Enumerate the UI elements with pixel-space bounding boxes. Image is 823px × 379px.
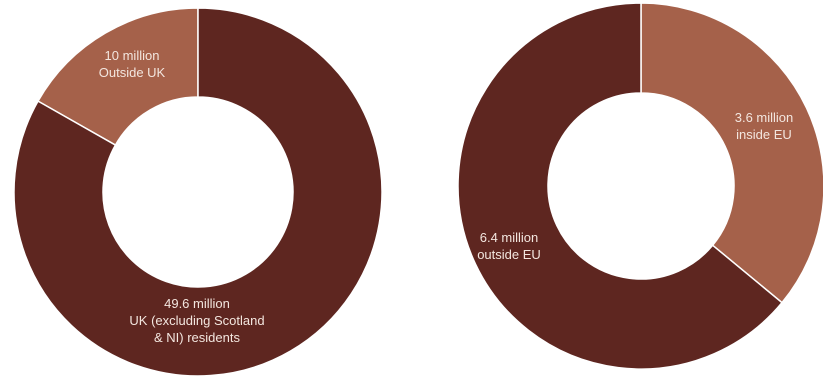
slice-label-1-2: 49.6 million UK (excluding Scotland & NI) … (129, 296, 264, 345)
slice-label-line: Outside UK (99, 65, 166, 80)
slice-label-2-2: 6.4 million outside EU (477, 230, 541, 262)
slice-label-2-1: 3.6 million inside EU (735, 110, 794, 142)
donut-chart-2: 3.6 million inside EU 6.4 million outside E… (457, 2, 823, 370)
slice-label-line: inside EU (736, 127, 792, 142)
slice-label-1-1: 10 million Outside UK (99, 48, 166, 80)
slice-label-line: & NI) residents (154, 330, 240, 345)
donut-chart-1: 10 million Outside UK 49.6 million UK (excl… (13, 7, 383, 377)
slice-label-line: 6.4 million (480, 230, 539, 245)
slice-label-line: 10 million (105, 48, 160, 63)
slice-label-line: 3.6 million (735, 110, 794, 125)
slice-label-line: outside EU (477, 247, 541, 262)
donut-slice-1-2 (13, 7, 383, 377)
donut-slice-2-1 (640, 2, 823, 304)
slice-label-line: 49.6 million (164, 296, 230, 311)
donut-slice-2-2 (457, 2, 784, 370)
slice-label-line: UK (excluding Scotland (129, 313, 264, 328)
donut-slice-1-1 (36, 7, 199, 147)
